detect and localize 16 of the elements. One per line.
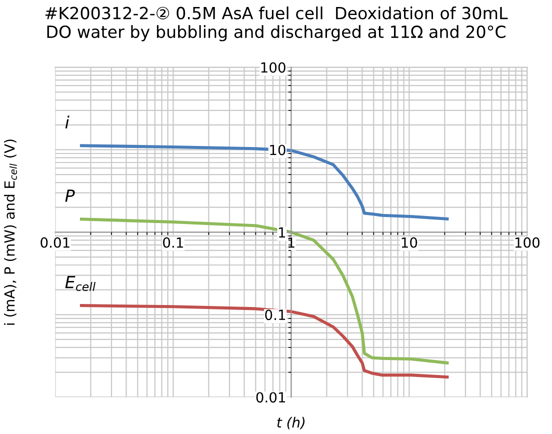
y-tick-label: 0.01 bbox=[256, 392, 286, 403]
x-tick-label: 0.01 bbox=[40, 237, 70, 248]
series-label: P bbox=[65, 190, 75, 202]
x-axis-title: t (h) bbox=[277, 416, 305, 430]
x-tick-label: 100 bbox=[515, 237, 540, 248]
y-tick-label: 1 bbox=[279, 227, 286, 238]
chart-title: #K200312-2-② 0.5M AsA fuel cell Deoxidation of 30mL DO water by bubbling and discharged at 11Ω and 20°C bbox=[45, 6, 508, 42]
y-tick-label: 10 bbox=[270, 144, 286, 156]
y-tick-label: 0.1 bbox=[265, 310, 286, 320]
series-label: i bbox=[65, 116, 70, 128]
y-axis-title: i (mA), P (mW) and E$_{cell}$ (V) bbox=[4, 140, 17, 325]
x-tick-label: 10 bbox=[402, 237, 418, 248]
series-label: E$_{cell}$ bbox=[65, 276, 96, 292]
x-tick-label: 0.1 bbox=[163, 237, 183, 248]
x-tick-label: 1 bbox=[288, 237, 294, 248]
y-tick-label: 100 bbox=[261, 62, 286, 73]
